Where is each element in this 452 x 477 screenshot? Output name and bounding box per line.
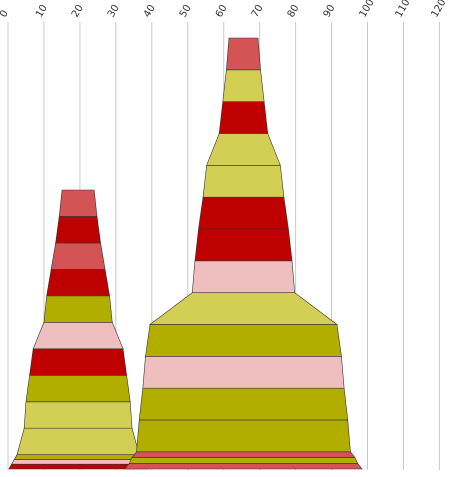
tower-2-layer-5 <box>138 387 349 421</box>
tower-2-layer-1 <box>124 462 363 470</box>
tower-2-layer-15 <box>222 69 265 102</box>
x-tick-label: 10 <box>34 3 50 20</box>
tower-2-layer-7 <box>145 324 342 357</box>
towers <box>8 37 363 470</box>
tower-2-layer-2 <box>128 457 359 464</box>
tower-1 <box>8 189 148 470</box>
tower-2-layer-6 <box>142 356 345 389</box>
tower-1-layer-5 <box>23 401 133 429</box>
x-tick-label: 100 <box>358 0 377 20</box>
tower-2-layer-8 <box>149 292 338 325</box>
x-tick-label: 70 <box>250 3 266 20</box>
x-tick-label: 40 <box>142 3 158 20</box>
tower-2-layer-14 <box>218 101 269 134</box>
tower-2-layer-3 <box>131 451 356 458</box>
tower-1-layer-6 <box>25 374 131 403</box>
tower-1-layer-10 <box>46 269 110 297</box>
x-tick-label: 50 <box>178 3 194 20</box>
tower-2-layer-12 <box>202 165 285 198</box>
tower-2-layer-4 <box>136 419 351 453</box>
x-tick-label: 90 <box>322 3 338 20</box>
x-tick-label: 0 <box>0 8 11 19</box>
tower-2-layer-10 <box>194 228 293 262</box>
tower-1-layer-11 <box>50 242 106 270</box>
x-tick-label: 60 <box>214 3 230 20</box>
x-tick-label: 110 <box>394 0 413 20</box>
x-tick-label: 20 <box>70 3 86 20</box>
tower-2-layer-13 <box>206 133 281 166</box>
tower-1-layer-8 <box>32 322 124 350</box>
x-tick-label: 120 <box>429 0 448 20</box>
tower-1-layer-2 <box>11 459 146 465</box>
tower-2 <box>124 37 363 470</box>
tower-1-layer-7 <box>29 348 127 376</box>
tower-1-layer-13 <box>58 189 98 217</box>
tower-1-layer-4 <box>16 427 140 456</box>
tower-2-layer-11 <box>198 196 289 230</box>
tower-2-layer-9 <box>191 260 296 293</box>
tower-2-layer-16 <box>226 37 261 71</box>
x-tick-label: 80 <box>286 3 302 20</box>
tower-1-layer-12 <box>55 216 101 244</box>
tower-1-layer-3 <box>13 454 143 460</box>
x-tick-label: 30 <box>106 3 122 20</box>
tower-1-layer-9 <box>43 295 113 323</box>
x-tick-labels: 0 10 20 30 40 50 60 70 80 90 100 110 120 <box>0 0 449 20</box>
